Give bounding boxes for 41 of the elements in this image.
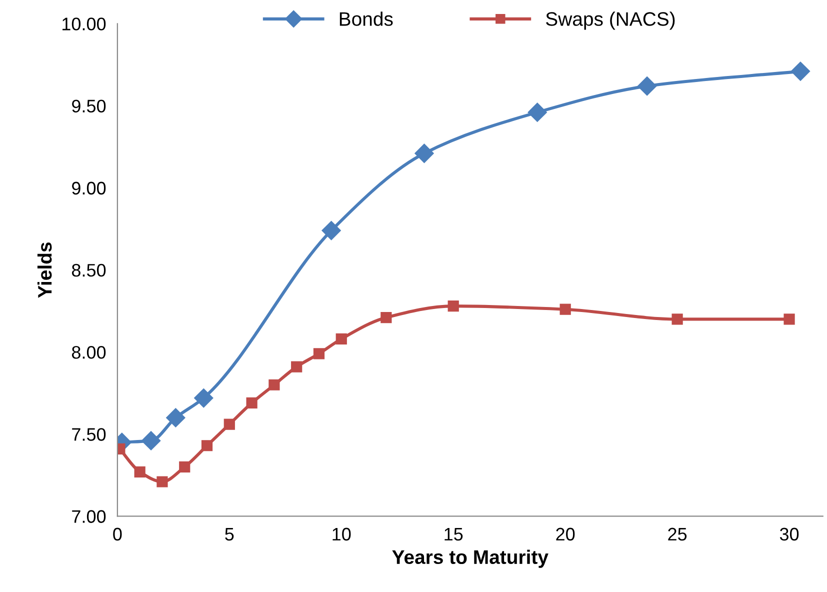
point [268, 379, 280, 390]
point [638, 76, 657, 96]
x-tick-label: 30 [780, 528, 799, 541]
legend-label: Bonds [340, 12, 393, 26]
x-tick-label: 25 [668, 528, 687, 541]
point [380, 312, 392, 324]
y-tick-label: 7.00 [72, 510, 106, 523]
y-tick-label: 9.00 [72, 182, 106, 195]
y-tick-label: 9.50 [72, 100, 106, 112]
y-axis-title: Yields [37, 242, 52, 298]
x-tick-label: 10 [332, 528, 351, 541]
point [528, 102, 547, 122]
x-tick-label: 5 [225, 528, 234, 541]
point [166, 408, 186, 428]
point [322, 221, 341, 240]
y-tick-label: 7.50 [72, 428, 106, 441]
legend-label: Swaps (NACS) [546, 12, 675, 30]
point [448, 300, 459, 312]
point [313, 348, 325, 360]
x-tick-label: 0 [113, 528, 122, 541]
x-tick-label: 20 [556, 528, 575, 541]
point [784, 314, 795, 325]
x-axis-title: Years to Maturity [392, 550, 548, 568]
point [141, 431, 161, 450]
point [414, 144, 434, 163]
point [291, 361, 302, 372]
point [560, 304, 571, 315]
point [134, 466, 146, 478]
y-tick-label: 8.50 [72, 264, 106, 277]
point [224, 418, 235, 430]
y-tick-label: 8.00 [72, 346, 106, 359]
point [194, 388, 214, 408]
point [790, 62, 810, 81]
point [336, 333, 347, 344]
x-tick-label: 15 [444, 528, 463, 541]
point [672, 314, 683, 325]
point [156, 476, 168, 488]
point [201, 440, 213, 452]
y-tick-label: 10.00 [62, 18, 106, 30]
point [246, 397, 258, 408]
point [179, 461, 190, 473]
